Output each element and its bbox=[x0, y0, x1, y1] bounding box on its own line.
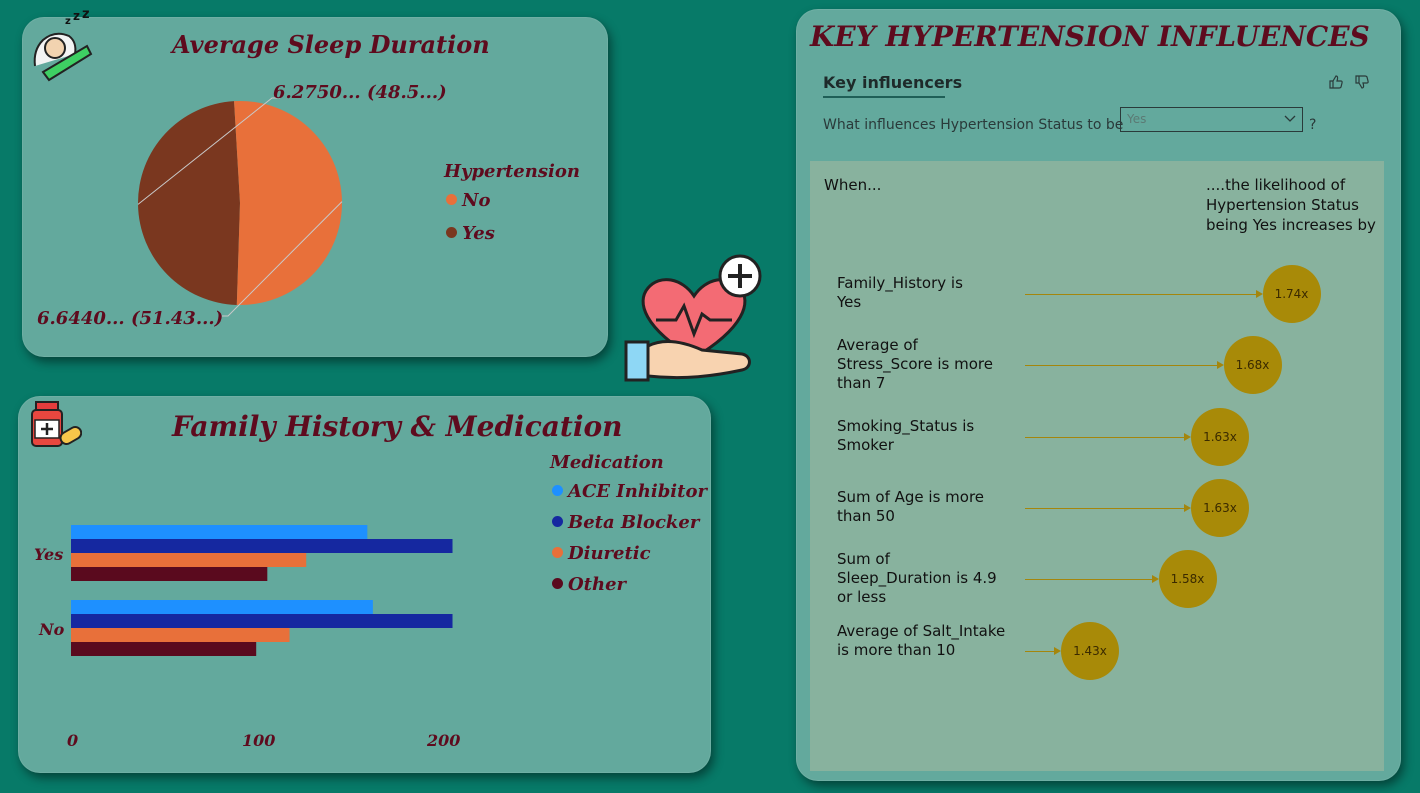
arrow-right-icon bbox=[1184, 433, 1191, 441]
ki-connector-line bbox=[1025, 651, 1055, 652]
ki-value-bubble[interactable]: 1.74x bbox=[1262, 265, 1321, 323]
x-tick-100: 100 bbox=[242, 731, 276, 750]
bar-yes-ace-inhibitor[interactable] bbox=[71, 525, 368, 539]
pie-legend-title: Hypertension bbox=[444, 161, 580, 182]
pie-leader-line bbox=[222, 201, 343, 317]
ki-likelihood-label: ....the likelihood of Hypertension Statu… bbox=[1206, 176, 1376, 234]
bar-category-label-no: No bbox=[39, 620, 65, 639]
chevron-down-icon bbox=[1284, 115, 1296, 122]
pie-slice-yes[interactable] bbox=[137, 101, 240, 305]
pie-slice-no[interactable] bbox=[234, 101, 342, 306]
sleeping-person-icon: z z z bbox=[33, 10, 93, 82]
tab-underline bbox=[823, 96, 945, 98]
pie-slice-label-yes: 6.2750... (48.5...) bbox=[273, 82, 447, 103]
sleep-card-title: Average Sleep Duration bbox=[172, 30, 490, 59]
ki-card-title: KEY HYPERTENSION INFLUENCES bbox=[810, 20, 1370, 53]
arrow-right-icon bbox=[1184, 504, 1191, 512]
legend-dot bbox=[552, 546, 563, 558]
legend-dot bbox=[552, 484, 563, 496]
ki-connector-line bbox=[1025, 365, 1218, 366]
ki-influencer-label[interactable]: Family_History is Yes bbox=[837, 274, 963, 311]
legend-dot bbox=[552, 515, 563, 527]
ki-connector-line bbox=[1025, 294, 1257, 295]
x-tick-0: 0 bbox=[67, 731, 79, 750]
ki-connector-line bbox=[1025, 508, 1185, 509]
ki-panel bbox=[810, 161, 1384, 771]
arrow-right-icon bbox=[1151, 575, 1159, 583]
legend-dot bbox=[446, 226, 457, 238]
pie-slice-label-no: 6.6440... (51.43...) bbox=[37, 308, 224, 329]
ki-status-select[interactable]: Yes bbox=[1120, 107, 1303, 132]
ki-value-bubble[interactable]: 1.63x bbox=[1191, 408, 1249, 466]
ki-question: What influences Hypertension Status to b… bbox=[823, 117, 1124, 133]
pie-legend-item-no[interactable]: No bbox=[446, 190, 490, 211]
family-card-title: Family History & Medication bbox=[172, 410, 623, 443]
bar-legend-item-ace[interactable]: ACE Inhibitor bbox=[552, 481, 707, 502]
svg-text:z: z bbox=[82, 10, 90, 22]
ki-influencer-label[interactable]: Sum of Age is more than 50 bbox=[837, 488, 985, 525]
bar-legend-item-diuretic[interactable]: Diuretic bbox=[552, 543, 651, 564]
legend-dot bbox=[552, 577, 563, 589]
thumbs-up-icon[interactable] bbox=[1328, 74, 1344, 90]
tab-key-influencers[interactable]: Key influencers bbox=[823, 73, 963, 92]
pie-legend-item-yes[interactable]: Yes bbox=[446, 223, 495, 244]
bar-yes-diuretic[interactable] bbox=[71, 553, 307, 567]
bar-category-label-yes: Yes bbox=[34, 545, 64, 564]
bar-no-beta-blocker[interactable] bbox=[71, 614, 453, 628]
medicine-icon bbox=[31, 401, 82, 447]
thumbs-down-icon[interactable] bbox=[1354, 74, 1370, 90]
svg-text:z: z bbox=[65, 16, 71, 27]
ki-influencer-label[interactable]: Average of Stress_Score is more than 7 bbox=[837, 336, 993, 392]
ki-value-bubble[interactable]: 1.68x bbox=[1223, 336, 1282, 394]
family-card bbox=[18, 396, 711, 773]
bar-no-diuretic[interactable] bbox=[71, 628, 290, 642]
bar-yes-other[interactable] bbox=[71, 567, 268, 581]
sleep-pie-chart bbox=[137, 97, 343, 317]
ki-influencer-label[interactable]: Sum of Sleep_Duration is 4.9 or less bbox=[837, 550, 997, 606]
bar-legend-item-beta[interactable]: Beta Blocker bbox=[552, 512, 699, 533]
bar-no-other[interactable] bbox=[71, 642, 257, 656]
arrow-right-icon bbox=[1255, 290, 1263, 298]
ki-value-bubble[interactable]: 1.58x bbox=[1158, 550, 1217, 608]
ki-influencer-label[interactable]: Smoking_Status is Smoker bbox=[837, 417, 975, 454]
ki-question-suffix: ? bbox=[1309, 117, 1317, 133]
ki-when-label: When... bbox=[824, 176, 882, 194]
pie-leader-line bbox=[137, 97, 280, 205]
bar-legend-item-other[interactable]: Other bbox=[552, 574, 626, 595]
ki-value-bubble[interactable]: 1.43x bbox=[1061, 622, 1119, 680]
x-tick-200: 200 bbox=[427, 731, 461, 750]
heart-in-hand-icon bbox=[624, 254, 762, 382]
arrow-right-icon bbox=[1216, 361, 1224, 369]
svg-text:z: z bbox=[73, 10, 80, 23]
family-bar-chart bbox=[71, 525, 453, 656]
bar-yes-beta-blocker[interactable] bbox=[71, 539, 453, 553]
ki-connector-line bbox=[1025, 437, 1185, 438]
ki-connector-line bbox=[1025, 579, 1153, 580]
bar-no-ace-inhibitor[interactable] bbox=[71, 600, 373, 614]
arrow-right-icon bbox=[1054, 647, 1061, 655]
ki-value-bubble[interactable]: 1.63x bbox=[1191, 479, 1249, 537]
legend-dot bbox=[446, 193, 457, 205]
bar-legend-title: Medication bbox=[550, 452, 664, 473]
ki-influencer-label[interactable]: Average of Salt_Intake is more than 10 bbox=[837, 622, 1006, 659]
